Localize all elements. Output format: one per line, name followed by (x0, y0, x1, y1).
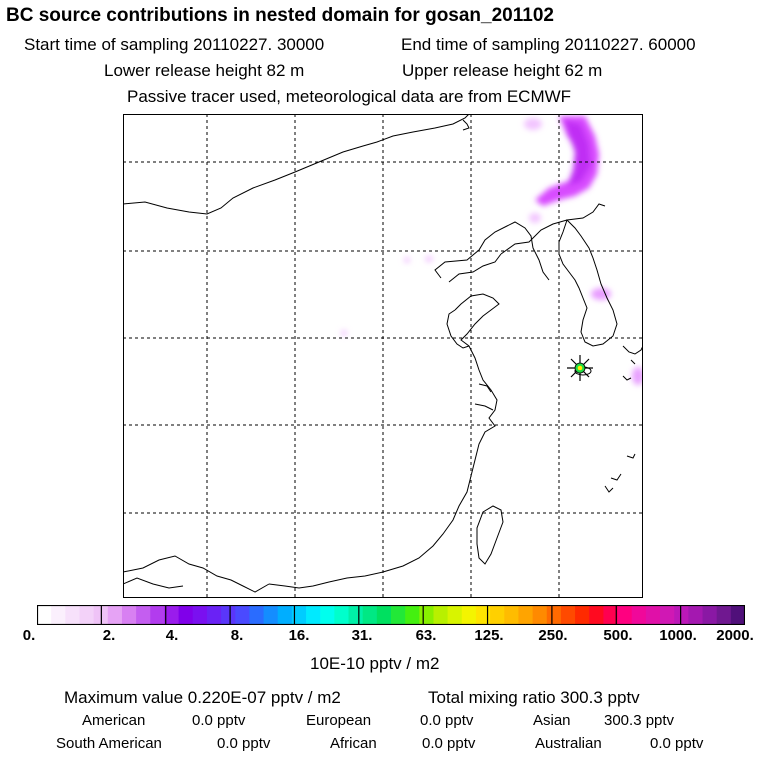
colorbar-cell (107, 605, 123, 625)
colorbar-tick-8: 250. (538, 627, 568, 644)
region-name-european: European (306, 712, 372, 729)
lower-release-label: Lower release height 82 m (104, 61, 305, 80)
taiwan-coastline (476, 505, 504, 565)
colorbar-cell (235, 605, 250, 625)
colorbar-cell (532, 605, 548, 625)
colorbar-cell (334, 605, 350, 625)
colorbar-cell (702, 605, 718, 625)
lat-lon-grid (123, 114, 643, 598)
region-value-south-american: 0.0 pptv (217, 735, 271, 752)
colorbar-cell (645, 605, 661, 625)
colorbar-cell (631, 605, 647, 625)
colorbar-cell (150, 605, 166, 625)
maximum-value-label: Maximum value 0.220E-07 pptv / m2 (64, 688, 341, 707)
colorbar-cell (51, 605, 66, 625)
region-name-asian: Asian (533, 712, 571, 729)
colorbar-cell (405, 605, 420, 625)
region-value-european: 0.0 pptv (420, 712, 474, 729)
colorbar-cell (291, 605, 307, 625)
colorbar-cell (263, 605, 279, 625)
colorbar-tick-9: 500. (603, 627, 633, 644)
colorbar-cell (376, 605, 392, 625)
colorbar-cell (79, 605, 95, 625)
colorbar-cell (37, 605, 52, 625)
colorbar-cell (320, 605, 335, 625)
map-panel (123, 114, 643, 598)
region-name-african: African (330, 735, 377, 752)
colorbar-cell (65, 605, 81, 625)
colorbar-cell (249, 605, 265, 625)
colorbar-cell (546, 605, 562, 625)
colorbar-cell (560, 605, 576, 625)
colorbar-tick-11: 2000. (716, 627, 754, 644)
concentration-plume (341, 116, 643, 385)
colorbar-cell (306, 605, 321, 625)
color-scale-bar (37, 605, 745, 625)
colorbar-cell (136, 605, 151, 625)
colorbar-cell (603, 605, 619, 625)
colorbar-tick-5: 31. (351, 627, 373, 644)
colorbar-cell (192, 605, 208, 625)
colorbar-cell (277, 605, 293, 625)
colorbar-cell (518, 605, 534, 625)
colorbar-cell (575, 605, 590, 625)
region-value-asian: 300.3 pptv (604, 712, 675, 729)
map-frame (123, 114, 643, 598)
colorbar-cell (419, 605, 435, 625)
colorbar-cell (121, 605, 137, 625)
upper-release-label: Upper release height 62 m (402, 61, 603, 80)
region-name-australian: Australian (535, 735, 602, 752)
start-time-label: Start time of sampling 20110227. 30000 (24, 35, 325, 54)
total-mixing-ratio-label: Total mixing ratio 300.3 pptv (428, 688, 640, 707)
colorbar-tick-4: 16. (288, 627, 310, 644)
region-value-african: 0.0 pptv (422, 735, 476, 752)
colorbar-cell (391, 605, 406, 625)
colorbar-cell (348, 605, 364, 625)
colorbar-tick-3: 8. (230, 627, 244, 644)
colorbar-cell (221, 605, 236, 625)
colorbar-cell (674, 605, 689, 625)
map-title: BC source contributions in nested domain… (6, 5, 554, 26)
coastlines (123, 114, 643, 593)
colorbar-tick-1: 2. (102, 627, 116, 644)
colorbar-cell (475, 605, 491, 625)
colorbar-tick-7: 125. (474, 627, 504, 644)
colorbar-cell (730, 605, 745, 625)
colorbar-cell (589, 605, 604, 625)
colorbar-cell (206, 605, 222, 625)
data-source-note: Passive tracer used, meteorological data… (127, 87, 572, 106)
colorbar-cell (688, 605, 704, 625)
colorbar-cell (433, 605, 449, 625)
colorbar-tick-10: 1000. (659, 627, 697, 644)
colorbar-cell (716, 605, 732, 625)
colorbar-tick-6: 63. (415, 627, 437, 644)
colorbar-cell (362, 605, 378, 625)
colorbar-cell (447, 605, 463, 625)
region-name-south-american: South American (56, 735, 162, 752)
colorbar-cell (164, 605, 180, 625)
receptor-star-icon (567, 355, 593, 381)
colorbar-unit-label: 10E-10 pptv / m2 (310, 654, 440, 673)
colorbar-cell (617, 605, 633, 625)
colorbar-cell (461, 605, 477, 625)
colorbar-cell (490, 605, 505, 625)
colorbar-tick-0: 0. (22, 627, 36, 644)
region-value-australian: 0.0 pptv (650, 735, 704, 752)
colorbar-cell (660, 605, 675, 625)
end-time-label: End time of sampling 20110227. 60000 (401, 35, 696, 54)
colorbar-tick-2: 4. (165, 627, 179, 644)
region-name-american: American (82, 712, 146, 729)
colorbar-cell (178, 605, 194, 625)
colorbar-cell (504, 605, 520, 625)
region-value-american: 0.0 pptv (192, 712, 246, 729)
